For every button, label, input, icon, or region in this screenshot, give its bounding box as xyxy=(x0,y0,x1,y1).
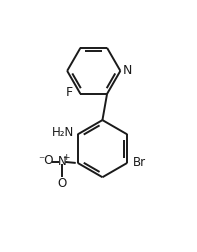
Text: Br: Br xyxy=(132,156,146,169)
Text: N: N xyxy=(123,64,133,77)
Text: ⁻O: ⁻O xyxy=(38,154,54,168)
Text: +: + xyxy=(62,152,70,162)
Text: O: O xyxy=(57,177,67,190)
Text: N: N xyxy=(58,155,66,168)
Text: F: F xyxy=(66,86,73,100)
Text: H₂N: H₂N xyxy=(52,126,74,139)
